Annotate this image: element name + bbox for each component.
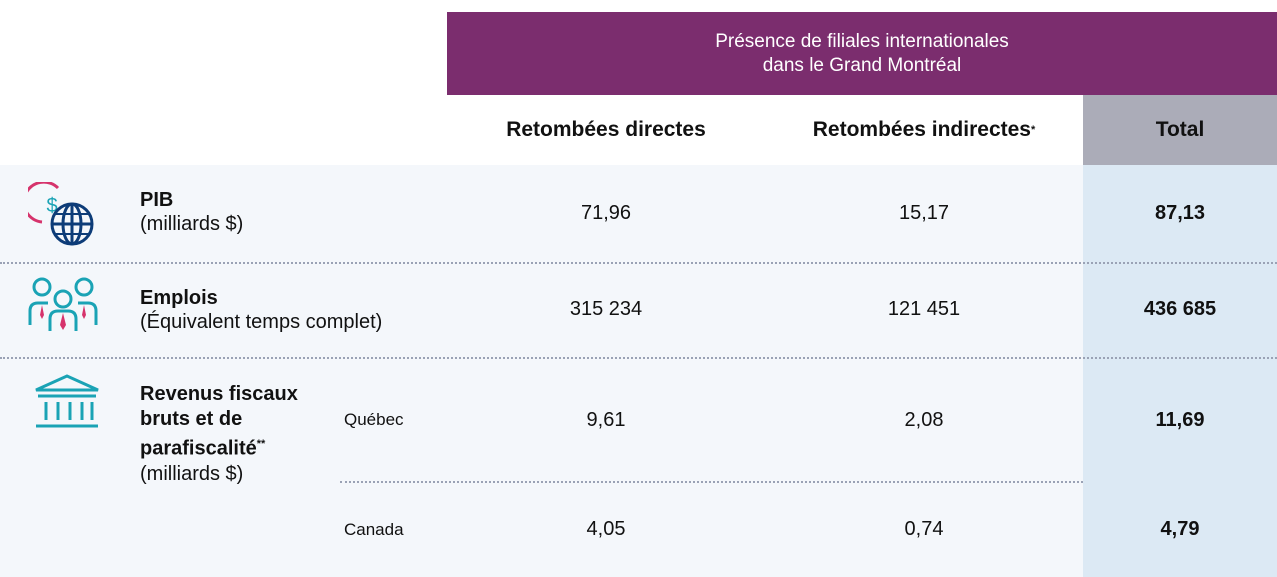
value-cell: 15,17 [898,202,950,224]
value-cell: 315 234 [569,298,643,320]
group-header-line: dans le Grand Montréal [762,54,962,76]
subrow-label: Canada [344,520,404,539]
value-cell: 9,61 [586,408,626,431]
row-subtitle: (Équivalent temps complet) [140,311,383,333]
column-header: Total [1083,95,1277,165]
separator [340,481,1083,483]
value-cell: 71,96 [580,202,632,224]
separator [0,262,1277,264]
row-label: Emplois (Équivalent temps complet) [140,286,382,334]
row-title: PIB [140,189,174,211]
row-label: Revenus fiscaux bruts et de parafiscalit… [140,382,310,487]
group-header-line: Présence de filiales internationales [715,30,1009,52]
row-subtitle: (milliards $) [140,462,244,485]
row-title: Emplois [140,287,218,309]
subrow-label: Québec [344,410,404,429]
jobs-icon [28,277,98,331]
value-cell: 0,74 [904,517,944,540]
svg-text:$: $ [46,195,57,217]
row-background [0,165,1083,577]
footnote-mark: * [1030,124,1036,136]
row-title-text: Revenus fiscaux bruts et de parafiscalit… [140,383,298,460]
total-cell: 11,69 [1155,408,1205,431]
column-header: Retombées directes [447,95,765,165]
value-cell: 121 451 [887,298,961,320]
total-cell: 87,13 [1154,202,1206,224]
column-label: Retombées directes [506,118,706,141]
row-label: PIB (milliards $) [140,188,243,236]
separator [0,357,1277,359]
value-cell: 4,05 [586,517,626,540]
group-header: Présence de filiales internationales dan… [447,12,1277,95]
value-cell: 2,08 [904,408,944,431]
footnote-mark: ** [256,438,266,450]
row-subtitle: (milliards $) [140,213,244,235]
total-background [1083,165,1277,577]
column-header: Retombées indirectes * [765,95,1083,165]
gdp-icon: $ [28,182,94,246]
row-title: Revenus fiscaux bruts et de parafiscalit… [140,382,310,462]
tax-icon [35,374,99,428]
total-cell: 436 685 [1143,298,1217,320]
column-label: Retombées indirectes [812,118,1031,141]
column-label: Total [1155,118,1205,141]
total-cell: 4,79 [1160,517,1200,540]
